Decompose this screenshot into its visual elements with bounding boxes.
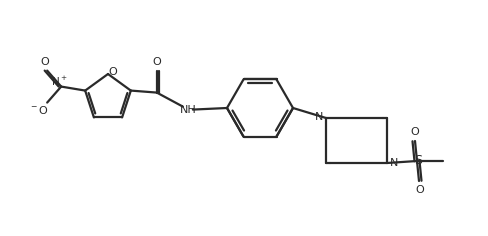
Text: $^-$O: $^-$O [29, 104, 49, 116]
Text: N: N [314, 112, 323, 122]
Text: S: S [413, 153, 421, 167]
Text: O: O [41, 57, 49, 67]
Text: NH: NH [179, 105, 196, 115]
Text: O: O [108, 67, 117, 77]
Text: O: O [410, 127, 419, 137]
Text: N: N [389, 158, 397, 168]
Text: O: O [415, 185, 424, 195]
Text: N$^+$: N$^+$ [51, 75, 67, 88]
Text: O: O [152, 57, 161, 67]
